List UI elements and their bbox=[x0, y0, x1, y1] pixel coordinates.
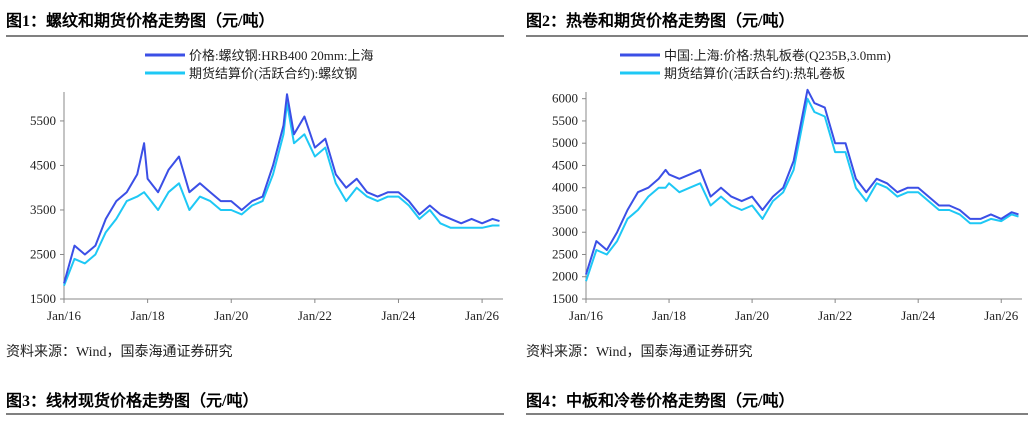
figure-title: 图1：螺纹和期货价格走势图（元/吨） bbox=[6, 11, 274, 30]
y-tick-label: 1500 bbox=[30, 291, 56, 306]
x-tick-label: Jan/18 bbox=[652, 308, 686, 323]
legend-label: 期货结算价(活跃合约):螺纹钢 bbox=[189, 66, 357, 81]
price-line bbox=[585, 88, 1019, 275]
x-tick-label: Jan/16 bbox=[569, 308, 603, 323]
y-tick-label: 4000 bbox=[552, 180, 578, 195]
y-tick-label: 5000 bbox=[552, 135, 578, 150]
y-tick-label: 3500 bbox=[552, 202, 578, 217]
figure-title: 图4：中板和冷卷价格走势图（元/吨） bbox=[526, 391, 794, 410]
y-tick-label: 4500 bbox=[30, 157, 56, 172]
y-tick-label: 5500 bbox=[30, 113, 56, 128]
figure-title: 图2：热卷和期货价格走势图（元/吨） bbox=[526, 11, 794, 30]
source-note: 资料来源：Wind，国泰海通证券研究 bbox=[526, 344, 753, 360]
x-tick-label: Jan/22 bbox=[818, 308, 852, 323]
y-tick-label: 2000 bbox=[552, 269, 578, 284]
legend-label: 价格:螺纹钢:HRB400 20mm:上海 bbox=[189, 48, 374, 63]
x-tick-label: Jan/18 bbox=[131, 308, 165, 323]
y-tick-label: 2500 bbox=[552, 246, 578, 261]
source-note: 资料来源：Wind，国泰海通证券研究 bbox=[6, 344, 233, 360]
price-line bbox=[585, 97, 1019, 282]
price-line bbox=[63, 93, 500, 284]
x-tick-label: Jan/26 bbox=[984, 308, 1018, 323]
figure-title: 图3：线材现货价格走势图（元/吨） bbox=[6, 391, 258, 410]
y-tick-label: 3000 bbox=[552, 224, 578, 239]
y-tick-label: 3500 bbox=[30, 202, 56, 217]
x-tick-label: Jan/24 bbox=[901, 308, 935, 323]
y-tick-label: 2500 bbox=[30, 246, 56, 261]
legend-label: 中国:上海:价格:热轧板卷(Q235B,3.0mm) bbox=[664, 48, 891, 63]
x-tick-label: Jan/20 bbox=[735, 308, 769, 323]
x-tick-label: Jan/16 bbox=[47, 308, 81, 323]
price-line bbox=[63, 102, 500, 286]
y-tick-label: 6000 bbox=[552, 91, 578, 106]
x-tick-label: Jan/24 bbox=[381, 308, 415, 323]
x-tick-label: Jan/26 bbox=[465, 308, 499, 323]
y-tick-label: 5500 bbox=[552, 113, 578, 128]
y-tick-label: 1500 bbox=[552, 291, 578, 306]
x-tick-label: Jan/22 bbox=[298, 308, 332, 323]
y-tick-label: 4500 bbox=[552, 157, 578, 172]
x-tick-label: Jan/20 bbox=[214, 308, 248, 323]
legend-label: 期货结算价(活跃合约):热轧卷板 bbox=[664, 66, 845, 81]
